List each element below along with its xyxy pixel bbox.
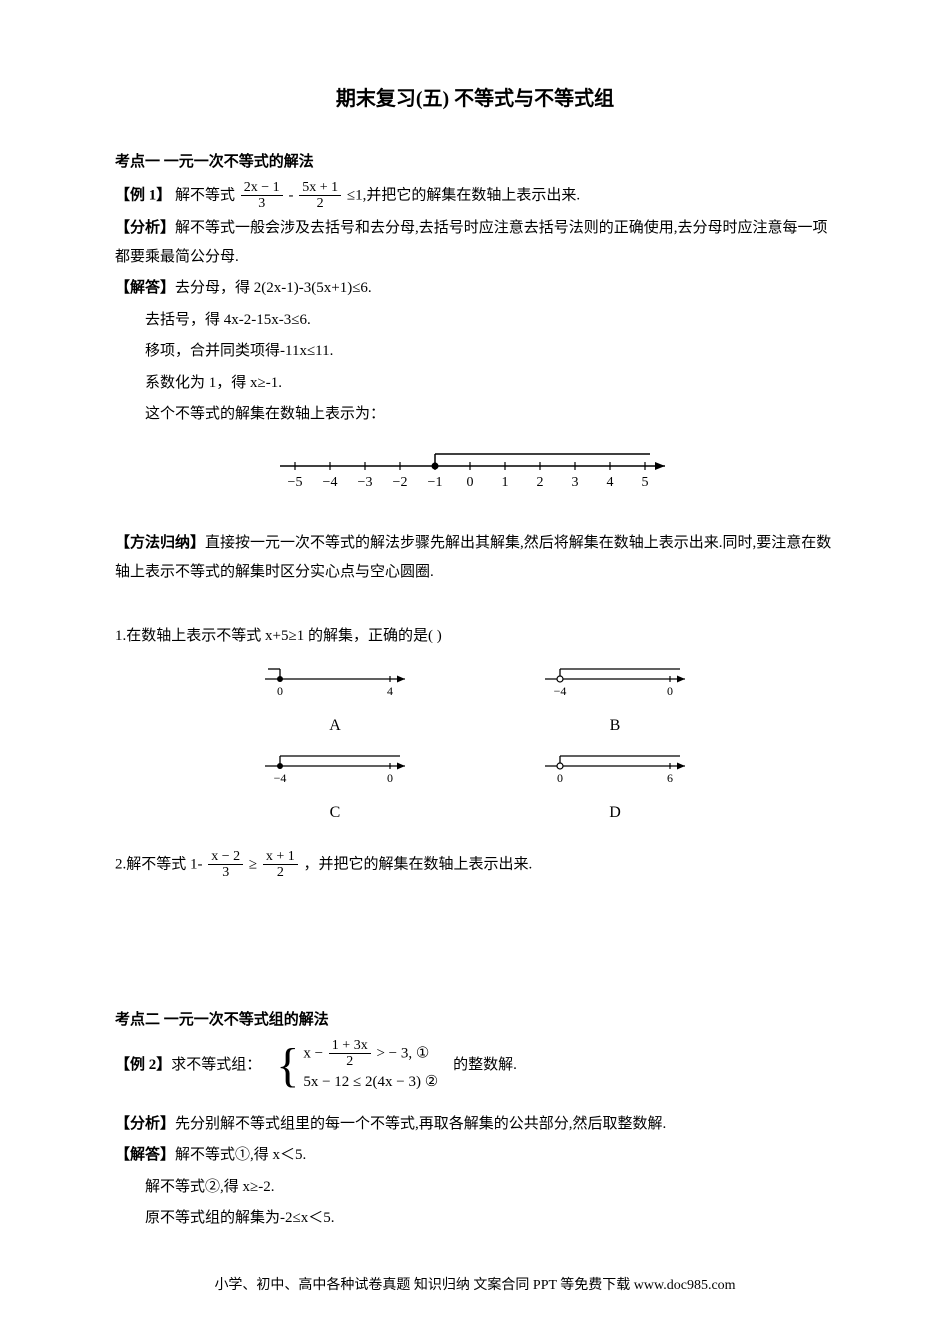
svg-text:0: 0 — [467, 475, 474, 490]
ex2-label: 【例 2】 — [115, 1051, 171, 1080]
ex1-analysis: 【分析】解不等式一般会涉及去括号和去分母,去括号时应注意去括号法则的正确使用,去… — [115, 214, 835, 271]
svg-text:5: 5 — [642, 475, 649, 490]
analysis-label-2: 【分析】 — [115, 1116, 175, 1132]
method-label: 【方法归纳】 — [115, 535, 205, 551]
ex1-s3: 移项，合并同类项得-11x≤11. — [145, 337, 835, 366]
svg-text:−2: −2 — [393, 475, 408, 490]
ex1-frac1: 2x − 1 3 — [241, 180, 283, 212]
ex1-s1: 去分母，得 2(2x-1)-3(5x+1)≤6. — [175, 280, 372, 296]
page-title: 期末复习(五) 不等式与不等式组 — [115, 80, 835, 118]
svg-text:0: 0 — [557, 771, 563, 785]
choice-a: 04 A — [260, 661, 410, 742]
ex1-text-a: 解不等式 — [175, 187, 235, 203]
page-footer: 小学、初中、高中各种试卷真题 知识归纳 文案合同 PPT 等免费下载 www.d… — [115, 1273, 835, 1300]
example-1: 【例 1】 解不等式 2x − 1 3 - 5x + 1 2 ≤1,并把它的解集… — [115, 180, 835, 212]
question-2: 2.解不等式 1- x − 2 3 ≥ x + 1 2 ，并把它的解集在数轴上表… — [115, 849, 835, 881]
q2-frac1: x − 2 3 — [208, 849, 243, 881]
svg-text:−1: −1 — [428, 475, 443, 490]
ex2-text-b: 的整数解. — [453, 1051, 517, 1080]
ex2-s1: 解不等式①,得 x＜5. — [175, 1147, 306, 1163]
solve-label-2: 【解答】 — [115, 1147, 175, 1163]
section-2-heading: 考点二 一元一次不等式组的解法 — [115, 1006, 835, 1035]
svg-text:−4: −4 — [274, 771, 287, 785]
svg-text:−5: −5 — [288, 475, 303, 490]
analysis-label: 【分析】 — [115, 220, 175, 236]
svg-text:−3: −3 — [358, 475, 373, 490]
svg-text:3: 3 — [572, 475, 579, 490]
ex2-s2: 解不等式②,得 x≥-2. — [145, 1173, 835, 1202]
choice-c: −40 C — [260, 748, 410, 829]
svg-text:0: 0 — [387, 771, 393, 785]
ex1-method: 【方法归纳】直接按一元一次不等式的解法步骤先解出其解集,然后将解集在数轴上表示出… — [115, 529, 835, 586]
main-numberline: −5 −4 −3 −2 −1 0 1 2 3 4 5 — [115, 444, 835, 510]
ex1-frac2: 5x + 1 2 — [299, 180, 341, 212]
svg-text:1: 1 — [502, 475, 509, 490]
svg-text:6: 6 — [667, 771, 673, 785]
ex2-text-a: 求不等式组： — [171, 1051, 261, 1080]
example-2: 【例 2】 求不等式组： { x − 1 + 3x 2 > − 3, ① 5x … — [115, 1038, 835, 1094]
q2-frac2: x + 1 2 — [263, 849, 298, 881]
q2-mid: ≥ — [249, 856, 261, 872]
svg-text:−4: −4 — [323, 475, 338, 490]
svg-text:4: 4 — [607, 475, 614, 490]
ex1-minus: - — [288, 187, 293, 203]
ex1-analysis-text: 解不等式一般会涉及去括号和去分母,去括号时应注意去括号法则的正确使用,去分母时应… — [115, 220, 828, 265]
q1-choices: 04 A −40 B −40 C 06 D — [115, 661, 835, 829]
ex1-label: 【例 1】 — [115, 187, 171, 203]
question-1: 1.在数轴上表示不等式 x+5≥1 的解集，正确的是( ) — [115, 622, 835, 651]
ex1-s2: 去括号，得 4x-2-15x-3≤6. — [145, 306, 835, 335]
ex1-method-text: 直接按一元一次不等式的解法步骤先解出其解集,然后将解集在数轴上表示出来.同时,要… — [115, 535, 831, 580]
ex2-solve: 【解答】解不等式①,得 x＜5. — [115, 1141, 835, 1170]
ex1-s5: 这个不等式的解集在数轴上表示为： — [145, 400, 835, 429]
svg-text:0: 0 — [277, 684, 283, 698]
ex2-s3: 原不等式组的解集为-2≤x＜5. — [145, 1204, 835, 1233]
ex1-solve: 【解答】去分母，得 2(2x-1)-3(5x+1)≤6. — [115, 274, 835, 303]
section-1-heading: 考点一 一元一次不等式的解法 — [115, 148, 835, 177]
q2-suffix: ，并把它的解集在数轴上表示出来. — [304, 856, 533, 872]
q2-prefix: 2.解不等式 1- — [115, 856, 203, 872]
svg-text:0: 0 — [667, 684, 673, 698]
choice-d: 06 D — [540, 748, 690, 829]
ex1-text-b: ≤1,并把它的解集在数轴上表示出来. — [347, 187, 580, 203]
svg-text:−4: −4 — [554, 684, 567, 698]
solve-label: 【解答】 — [115, 280, 175, 296]
svg-text:2: 2 — [537, 475, 544, 490]
ex1-s4: 系数化为 1，得 x≥-1. — [145, 369, 835, 398]
ex2-line1-frac: 1 + 3x 2 — [329, 1038, 371, 1070]
ex2-analysis-text: 先分别解不等式组里的每一个不等式,再取各解集的公共部分,然后取整数解. — [175, 1116, 666, 1132]
ex2-system: { x − 1 + 3x 2 > − 3, ① 5x − 12 ≤ 2(4x −… — [276, 1038, 438, 1094]
svg-text:4: 4 — [387, 684, 393, 698]
left-brace: { — [276, 1042, 299, 1090]
ex2-analysis: 【分析】先分别解不等式组里的每一个不等式,再取各解集的公共部分,然后取整数解. — [115, 1110, 835, 1139]
choice-b: −40 B — [540, 661, 690, 742]
